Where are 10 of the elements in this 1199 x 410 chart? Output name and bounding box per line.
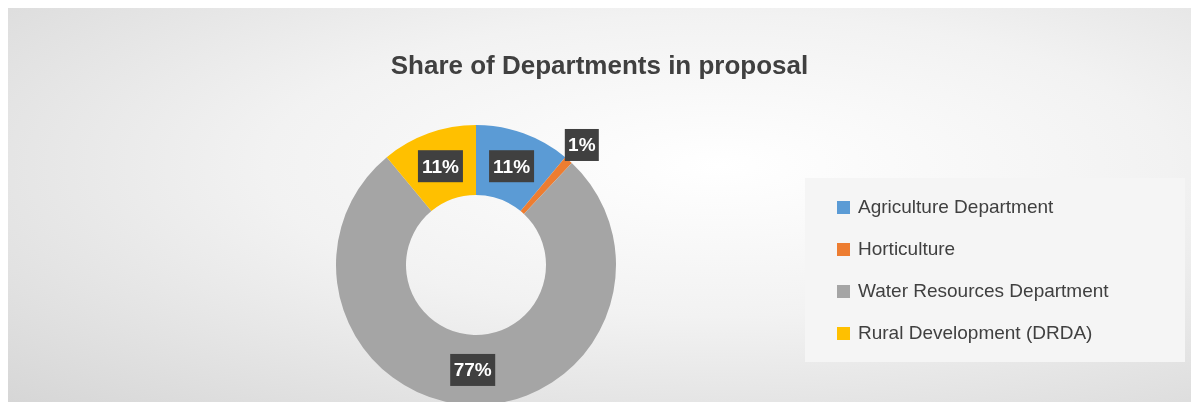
data-label: 11% [493,155,531,177]
data-label: 11% [421,155,460,177]
legend-label: Rural Development (DRDA) [858,322,1093,344]
legend-label: Agriculture Department [858,196,1054,218]
data-label: 77% [453,359,492,381]
legend-label: Water Resources Department [858,280,1109,302]
chart-title: Share of Departments in proposal [389,50,810,81]
data-label: 1% [568,134,596,156]
donut-slice [336,157,616,402]
legend-label: Horticulture [858,238,956,260]
